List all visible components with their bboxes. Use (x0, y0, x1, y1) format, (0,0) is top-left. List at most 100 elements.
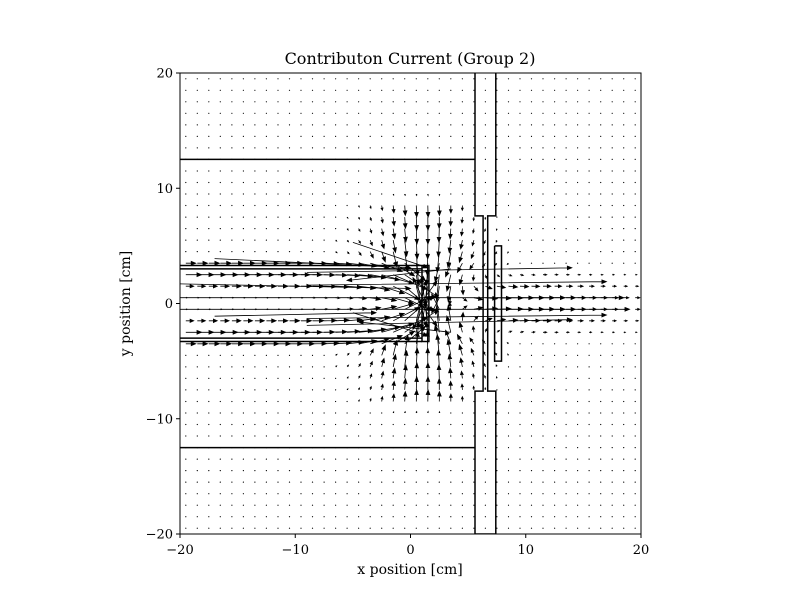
vector-arrow (577, 366, 579, 368)
vector-arrow (496, 124, 498, 126)
vector-arrow (323, 251, 325, 253)
vector-arrow (577, 158, 579, 160)
vector-arrow (450, 470, 452, 472)
vector-arrow (634, 124, 636, 126)
vector-arrow (265, 389, 267, 391)
vector-arrow (565, 423, 567, 426)
vector-arrow (542, 470, 544, 472)
vector-arrow (219, 377, 221, 379)
vector-arrow (311, 147, 314, 149)
vector-arrow (634, 204, 636, 207)
vector-arrow (473, 112, 475, 114)
vector-arrow (289, 318, 301, 324)
vector-arrow (623, 377, 625, 379)
vector-arrow (496, 216, 498, 218)
vector-arrow (242, 366, 244, 368)
vector-arrow (496, 204, 498, 207)
vector-arrow (288, 112, 291, 114)
vector-arrow (311, 377, 314, 379)
vector-arrow (623, 423, 625, 426)
vector-arrow (484, 124, 486, 126)
vector-arrow (459, 240, 464, 250)
vector-arrow (254, 147, 256, 149)
vector-arrow (231, 135, 233, 137)
vector-arrow (254, 135, 256, 137)
vector-arrow (530, 412, 533, 414)
vector-arrow (577, 124, 579, 126)
vector-arrow (435, 333, 441, 356)
vector-arrow (358, 89, 360, 91)
vector-arrow (473, 101, 475, 103)
vector-arrow (358, 363, 361, 368)
vector-arrow (472, 385, 476, 390)
vector-arrow (277, 181, 279, 184)
vector-arrow (288, 435, 291, 437)
vector-arrow (554, 135, 556, 137)
vector-arrow (346, 101, 348, 103)
vector-arrow (438, 135, 440, 137)
vector-arrow (611, 435, 613, 437)
vector-arrow (519, 412, 521, 414)
vector-arrow (565, 216, 567, 218)
vector-arrow (311, 412, 314, 414)
vector-arrow (219, 216, 221, 218)
vector-arrow (231, 423, 233, 426)
vector-arrow (508, 284, 519, 289)
vector-arrow (623, 435, 625, 437)
vector-arrow (358, 481, 360, 483)
vector-arrow (208, 354, 210, 356)
vector-arrow (623, 101, 625, 103)
vector-arrow (185, 366, 187, 368)
vector-arrow (461, 504, 463, 506)
vector-arrow (577, 516, 579, 518)
vector-arrow (196, 181, 198, 184)
vector-arrow (495, 228, 498, 232)
vector-arrow (288, 389, 291, 391)
vector-arrow (483, 239, 487, 245)
vector-arrow (461, 135, 463, 137)
vector-arrow (542, 516, 544, 518)
vector-arrow (531, 284, 541, 289)
vector-arrow (391, 367, 397, 379)
vector-arrow (531, 273, 536, 277)
vector-arrow (542, 527, 544, 529)
vector-arrow (369, 435, 371, 437)
vector-arrow (219, 354, 221, 356)
vector-arrow (369, 373, 373, 379)
vector-arrow (506, 341, 509, 345)
vector-arrow (484, 274, 488, 280)
vector-arrow (301, 341, 316, 347)
vector-arrow (447, 240, 453, 254)
vector-arrow (437, 390, 442, 402)
vector-arrow (623, 228, 625, 230)
vector-arrow (346, 400, 348, 403)
vector-arrow (565, 147, 567, 149)
vector-arrow (265, 470, 267, 472)
vector-arrow (219, 193, 221, 195)
vector-arrow (634, 458, 636, 460)
vector-arrow (277, 435, 279, 437)
vector-arrow (519, 251, 521, 253)
vector-arrow (346, 388, 349, 391)
vector-arrow (277, 135, 279, 137)
x-tick-label: 10 (517, 543, 534, 558)
vector-arrow (231, 78, 233, 80)
vector-arrow (577, 193, 579, 195)
vector-arrow (231, 216, 233, 218)
vector-arrow (323, 89, 325, 91)
vector-arrow (484, 435, 486, 437)
vector-arrow (323, 170, 325, 172)
vector-arrow (312, 318, 325, 324)
vector-arrow (588, 377, 590, 379)
vector-arrow (346, 352, 350, 356)
vector-arrow (231, 260, 245, 266)
vector-arrow (242, 204, 244, 207)
vector-arrow (278, 341, 292, 347)
vector-arrow (208, 239, 210, 241)
vector-arrow (496, 170, 498, 172)
detector-plate (421, 264, 430, 343)
vector-arrow (254, 216, 256, 218)
vector-arrow (208, 493, 210, 495)
vector-arrow (519, 78, 521, 80)
vector-arrow (600, 447, 602, 449)
